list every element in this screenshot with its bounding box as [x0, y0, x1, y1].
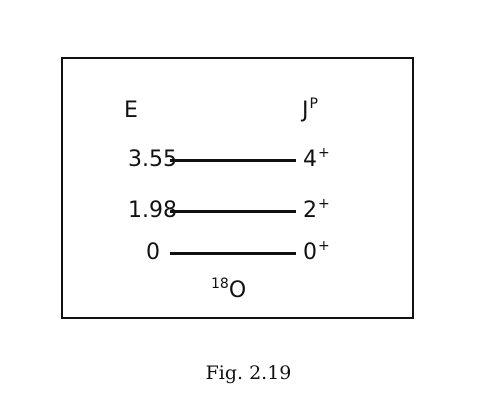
nucleus-mass: 18 [211, 276, 229, 292]
level-line-3-55 [170, 159, 296, 162]
level-line-0 [170, 252, 296, 255]
level-parity: + [318, 196, 330, 212]
level-energy-3-55: 3.55 [128, 147, 177, 172]
level-spin-value: 0 [303, 240, 317, 265]
level-parity: + [318, 238, 330, 254]
level-spin-3-55: 4+ [303, 145, 330, 173]
nucleus-symbol: O [228, 278, 247, 303]
nucleus-label: 18O [210, 276, 247, 304]
level-parity: + [318, 145, 330, 161]
figure-caption: Fig. 2.19 [205, 362, 292, 384]
level-spin-1-98: 2+ [303, 196, 330, 224]
energy-header: E [124, 98, 138, 123]
spin-header-sup: P [309, 96, 318, 112]
level-line-1-98 [170, 210, 296, 213]
level-spin-value: 2 [303, 198, 317, 223]
diagram-frame [61, 57, 414, 319]
level-energy-1-98: 1.98 [128, 198, 177, 223]
level-spin-0: 0+ [303, 238, 330, 266]
level-spin-value: 4 [303, 147, 317, 172]
spin-parity-header: JP [302, 96, 318, 124]
level-energy-0: 0 [146, 240, 160, 265]
spin-header-base: J [302, 98, 309, 123]
